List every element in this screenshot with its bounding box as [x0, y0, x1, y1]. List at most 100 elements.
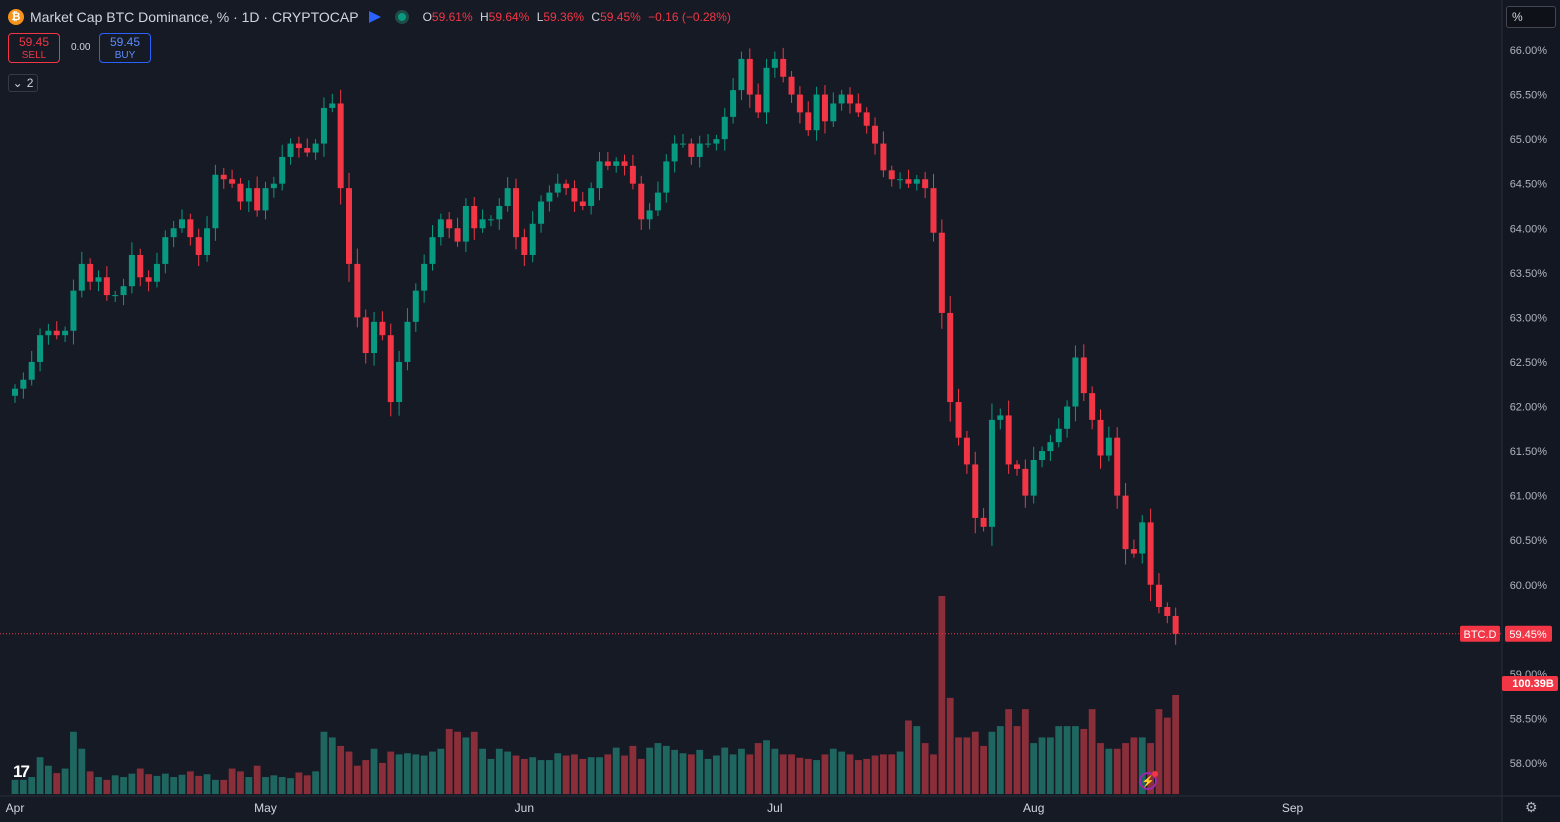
volume-bar [212, 779, 219, 794]
volume-bar [337, 745, 345, 794]
candle [1064, 406, 1071, 429]
volume-bar [529, 757, 537, 794]
candle [62, 330, 69, 336]
volume-bar [45, 765, 52, 794]
symbol-title[interactable]: Market Cap BTC Dominance, % · 1D · CRYPT… [30, 9, 359, 25]
volume-bar [779, 754, 787, 794]
volume-bar [562, 755, 570, 794]
candle [546, 192, 553, 202]
candle [922, 179, 929, 189]
volume-bar [95, 777, 102, 794]
time-tick-label: Jul [767, 801, 782, 815]
candle [28, 361, 35, 380]
volume-bar [353, 765, 361, 794]
candle [329, 103, 336, 108]
volume-bar [1163, 717, 1171, 794]
volume-bar [938, 596, 946, 794]
volume-bar [186, 771, 194, 794]
volume-bar [955, 737, 962, 794]
candle [780, 58, 787, 77]
candle [87, 263, 94, 282]
close-value: 59.45% [600, 10, 641, 24]
volume-bar [654, 743, 662, 794]
candle [579, 201, 586, 206]
candle [120, 286, 127, 296]
candle [1047, 442, 1054, 452]
buy-button[interactable]: 59.45 BUY [99, 33, 151, 63]
volume-bar [980, 745, 987, 794]
volume-bar [963, 737, 971, 794]
candle [1005, 415, 1012, 465]
tradingview-logo-icon[interactable]: 17 [13, 762, 30, 781]
indicators-toggle-button[interactable]: ⌄ 2 [8, 74, 38, 92]
candle [429, 237, 436, 264]
volume-bar [470, 731, 478, 794]
candle [880, 143, 887, 171]
candle [529, 223, 536, 255]
price-tick-label: 63.50% [1510, 268, 1548, 280]
volume-bar [1047, 737, 1054, 794]
candle [872, 125, 879, 144]
sell-label: SELL [21, 50, 47, 61]
volume-bar [596, 757, 603, 794]
volume-bar [729, 754, 737, 794]
volume-bar [1113, 748, 1121, 794]
volume-bar [178, 774, 186, 794]
gear-icon[interactable]: ⚙ [1525, 799, 1538, 815]
volume-bar [362, 760, 370, 794]
volume-bar [637, 758, 645, 794]
volume-bar [145, 774, 152, 794]
volume-tag [1502, 676, 1558, 691]
price-tick-label: 65.00% [1510, 134, 1548, 146]
volume-bar [746, 754, 754, 794]
scale-unit-button[interactable]: % [1506, 6, 1556, 28]
buy-label: BUY [114, 50, 136, 61]
volume-bar [1138, 737, 1146, 794]
candle [521, 237, 528, 255]
volume-bar [738, 748, 745, 794]
candle [1172, 615, 1179, 634]
candle [1130, 549, 1137, 554]
time-tick-label: Sep [1282, 801, 1304, 815]
volume-bar [28, 777, 36, 794]
volume-bar [763, 740, 770, 794]
volume-bar [412, 754, 420, 794]
volume-bar [404, 753, 411, 794]
candle [905, 179, 912, 184]
candle [1039, 451, 1046, 460]
volume-bar [888, 754, 896, 794]
candle [613, 161, 620, 166]
volume-bar [387, 751, 395, 794]
candle [387, 335, 394, 403]
volume-bar [312, 771, 319, 794]
volume-bar [621, 755, 628, 794]
candle [295, 143, 302, 149]
price-tick-label: 62.00% [1510, 402, 1548, 414]
candle [963, 437, 970, 465]
candle [112, 295, 119, 297]
open-value: 59.61% [431, 10, 473, 24]
candle [1164, 607, 1171, 616]
candle [437, 219, 444, 238]
candle [663, 161, 670, 193]
volume-bar [1080, 728, 1088, 794]
volume-bar [546, 760, 553, 794]
volume-bar [320, 731, 328, 794]
candle [696, 143, 703, 157]
price-tick-label: 61.00% [1510, 491, 1548, 503]
candle [454, 228, 461, 242]
candle [162, 237, 169, 264]
volume-bar [946, 697, 954, 794]
price-tick-label: 61.50% [1510, 446, 1548, 458]
lightning-icon[interactable]: ⚡ [1139, 771, 1158, 790]
volume-bar [437, 748, 445, 794]
volume-bar [262, 777, 269, 794]
volume-bar [128, 773, 136, 794]
candle [771, 58, 778, 68]
candle [229, 179, 236, 184]
flag-icon[interactable] [368, 11, 381, 23]
candle [412, 290, 419, 322]
sell-button[interactable]: 59.45 SELL [8, 33, 60, 63]
volume-bar [429, 751, 436, 794]
